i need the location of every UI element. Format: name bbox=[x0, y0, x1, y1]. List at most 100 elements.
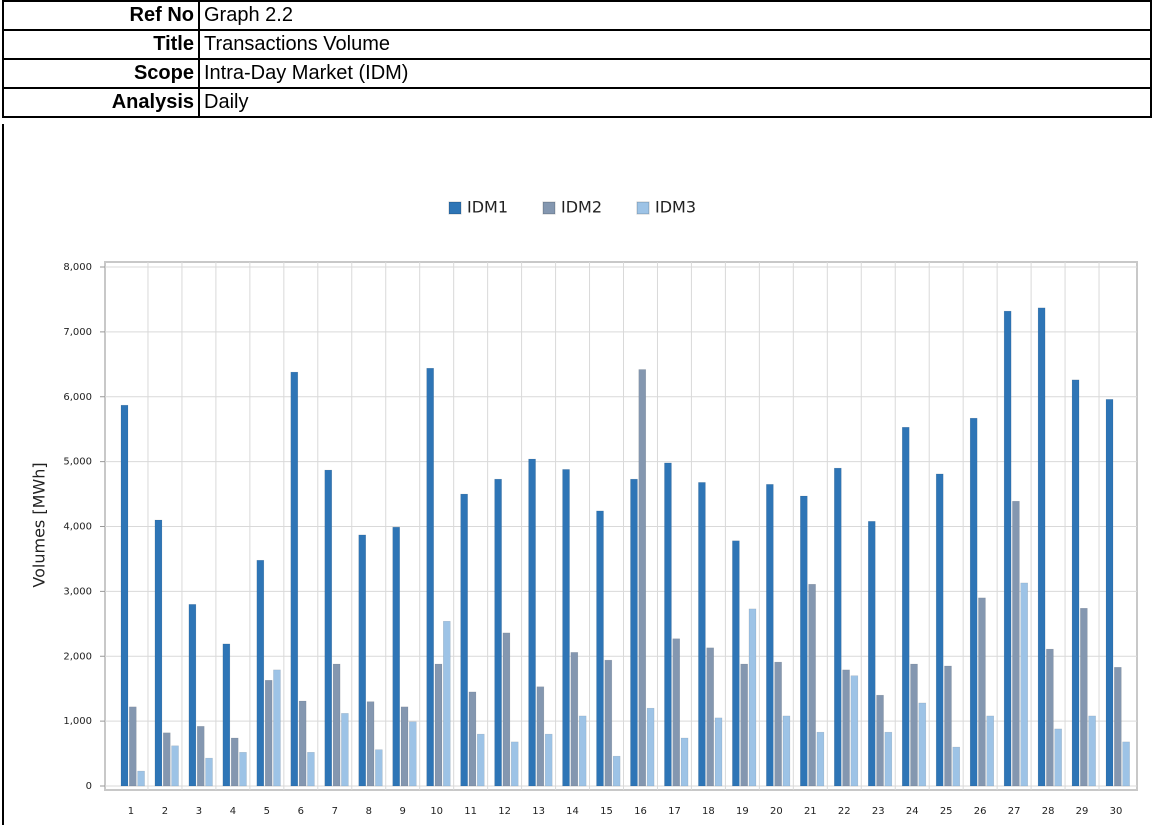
bar bbox=[154, 519, 163, 787]
bar bbox=[910, 663, 918, 787]
bar bbox=[782, 715, 791, 787]
bar bbox=[341, 713, 349, 787]
bar bbox=[842, 669, 850, 787]
bar bbox=[1037, 307, 1046, 787]
bar bbox=[748, 608, 757, 787]
bar bbox=[400, 706, 409, 787]
bar bbox=[528, 458, 536, 787]
bar bbox=[443, 620, 451, 787]
bar bbox=[137, 770, 145, 787]
bar bbox=[358, 534, 366, 787]
bar bbox=[264, 680, 273, 787]
bar bbox=[477, 733, 485, 787]
bar bbox=[544, 733, 553, 787]
bar bbox=[375, 749, 383, 787]
bar bbox=[570, 652, 579, 787]
header-key: Scope bbox=[2, 58, 200, 89]
bar bbox=[630, 478, 638, 787]
bar bbox=[740, 663, 748, 787]
bar bbox=[1046, 648, 1054, 787]
bar bbox=[1080, 607, 1088, 787]
bar bbox=[460, 493, 468, 787]
bar bbox=[332, 663, 341, 787]
x-tick-label: 24 bbox=[906, 806, 919, 817]
y-axis-title: Volumes [MWh] bbox=[30, 462, 49, 587]
header-row: Scope Intra-Day Market (IDM) bbox=[2, 58, 1152, 89]
bar bbox=[918, 702, 927, 787]
bar bbox=[978, 597, 986, 787]
bar bbox=[1054, 728, 1062, 787]
bar bbox=[698, 482, 706, 787]
y-tick-label: 6,000 bbox=[63, 392, 92, 403]
bar bbox=[307, 752, 315, 787]
header-value: Intra-Day Market (IDM) bbox=[198, 58, 1152, 89]
bar bbox=[834, 467, 842, 787]
x-tick-label: 22 bbox=[838, 806, 851, 817]
x-tick-label: 23 bbox=[872, 806, 885, 817]
header-row: Ref No Graph 2.2 bbox=[2, 0, 1152, 31]
bar bbox=[766, 484, 774, 787]
bar bbox=[800, 495, 808, 787]
bar bbox=[868, 521, 876, 787]
bar bbox=[808, 583, 816, 787]
bar bbox=[935, 473, 944, 787]
x-tick-label: 14 bbox=[566, 806, 579, 817]
x-tick-label: 1 bbox=[128, 806, 134, 817]
bar bbox=[876, 694, 884, 787]
bar bbox=[256, 559, 265, 787]
y-tick-label: 0 bbox=[86, 781, 92, 792]
bar bbox=[502, 632, 511, 787]
bar bbox=[714, 717, 723, 787]
legend-swatch bbox=[636, 201, 650, 215]
legend-label: IDM1 bbox=[467, 198, 508, 217]
bar bbox=[163, 732, 171, 787]
bar bbox=[510, 741, 519, 787]
header-value: Graph 2.2 bbox=[198, 0, 1152, 31]
bar bbox=[494, 478, 502, 787]
bar bbox=[239, 752, 247, 787]
header-value: Transactions Volume bbox=[198, 29, 1152, 60]
bar bbox=[850, 675, 859, 787]
bar bbox=[366, 701, 375, 787]
legend-label: IDM2 bbox=[561, 198, 602, 217]
x-tick-label: 20 bbox=[770, 806, 783, 817]
x-tick-label: 7 bbox=[332, 806, 338, 817]
bar bbox=[1003, 310, 1012, 787]
bar bbox=[1020, 582, 1028, 787]
bar bbox=[188, 604, 197, 787]
bar bbox=[426, 367, 434, 787]
bar bbox=[1114, 667, 1122, 787]
bar bbox=[171, 745, 179, 787]
bar bbox=[884, 731, 893, 787]
bar bbox=[536, 686, 545, 787]
bar bbox=[638, 369, 647, 787]
x-tick-label: 30 bbox=[1110, 806, 1123, 817]
bar bbox=[222, 643, 231, 787]
bar bbox=[774, 661, 782, 787]
bar bbox=[468, 691, 477, 787]
header-table: Ref No Graph 2.2 Title Transactions Volume… bbox=[2, 0, 1152, 118]
y-tick-label: 8,000 bbox=[63, 262, 92, 273]
x-tick-label: 15 bbox=[600, 806, 613, 817]
bar bbox=[1122, 741, 1130, 787]
x-tick-label: 21 bbox=[804, 806, 817, 817]
x-tick-label: 29 bbox=[1076, 806, 1089, 817]
bar bbox=[290, 371, 299, 787]
bar bbox=[604, 659, 613, 787]
x-tick-label: 11 bbox=[464, 806, 477, 817]
header-row: Analysis Daily bbox=[2, 87, 1152, 118]
bar bbox=[1071, 379, 1080, 787]
y-tick-label: 7,000 bbox=[63, 327, 92, 338]
x-tick-label: 3 bbox=[196, 806, 202, 817]
x-tick-label: 13 bbox=[532, 806, 545, 817]
header-key: Ref No bbox=[2, 0, 200, 31]
x-tick-label: 28 bbox=[1042, 806, 1055, 817]
y-tick-label: 4,000 bbox=[63, 522, 92, 533]
bar bbox=[129, 706, 137, 787]
header-row: Title Transactions Volume bbox=[2, 29, 1152, 60]
bar bbox=[1088, 715, 1096, 787]
bar bbox=[672, 638, 680, 787]
bar bbox=[612, 755, 621, 787]
x-tick-label: 18 bbox=[702, 806, 715, 817]
